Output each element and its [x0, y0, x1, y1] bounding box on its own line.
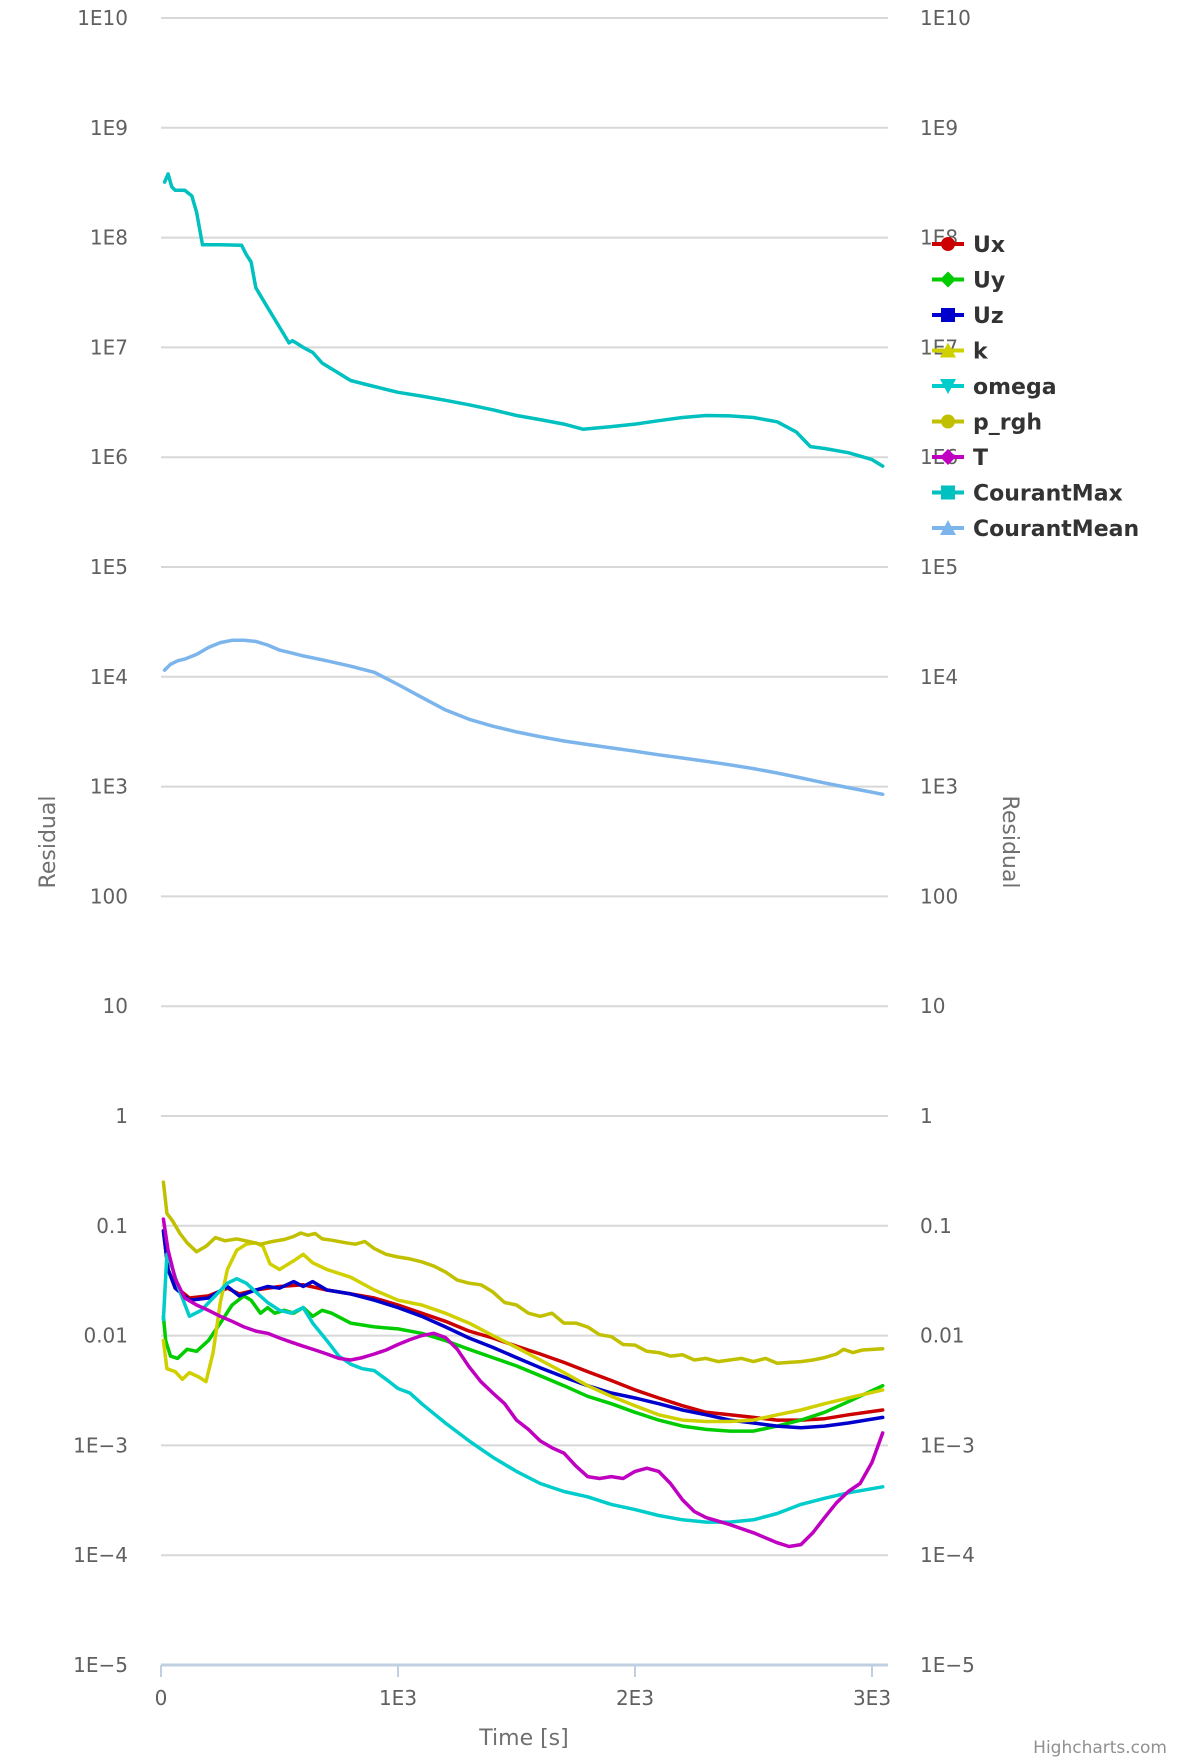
- y-tick-label-left: 10: [103, 994, 128, 1018]
- y-tick-label-left: 1E10: [77, 6, 128, 30]
- legend-item-uy[interactable]: Uy: [932, 269, 1005, 294]
- legend-marker-triangle-icon: [940, 342, 956, 358]
- legend-marker-diamond-icon: [940, 271, 956, 288]
- y-tick-label-right: 0.1: [920, 1214, 952, 1238]
- y-tick-label-right: 1E−5: [920, 1653, 975, 1677]
- legend-label: Ux: [973, 233, 1005, 258]
- y-tick-label-left: 0.1: [96, 1214, 128, 1238]
- legend-marker-circle-icon: [941, 414, 955, 429]
- series-line-uy[interactable]: [161, 1294, 885, 1433]
- y-axis-left: 1E10 1E9 1E8 1E7 1E6 1E5 1E4 1E3 100 10 1 0.1 0.01 1E…: [73, 6, 128, 1677]
- y-tick-label-right: 100: [920, 884, 958, 908]
- legend-label: CourantMax: [973, 482, 1123, 507]
- legend-label: Uy: [973, 269, 1005, 294]
- y-tick-label-right: 1E9: [920, 116, 958, 140]
- x-tick-label: 0: [155, 1686, 168, 1710]
- legend-marker-square-icon: [941, 485, 955, 500]
- y-tick-label-right: 1: [920, 1104, 933, 1128]
- series-line-courantmean[interactable]: [162, 638, 885, 797]
- legend-label: omega: [973, 375, 1057, 400]
- x-tick-label: 3E3: [853, 1686, 891, 1710]
- series-line-k[interactable]: [161, 1241, 885, 1424]
- y-tick-label-right: 1E5: [920, 555, 958, 579]
- legend-marker-square-icon: [941, 308, 955, 322]
- y-tick-label-left: 1E4: [90, 665, 128, 689]
- series-group: [161, 172, 885, 1549]
- legend-marker-triangle-icon: [940, 520, 956, 535]
- x-tick-label: 1E3: [379, 1686, 417, 1710]
- y-axis-right: 1E101E91E81E71E61E51E41E31001010.10.011E…: [920, 6, 975, 1677]
- y-tick-label-left: 1E8: [90, 226, 128, 250]
- y-tick-label-left: 1E5: [90, 555, 128, 579]
- legend-item-omega[interactable]: omega: [932, 375, 1057, 400]
- series-line-uz[interactable]: [161, 1229, 885, 1430]
- credits-link[interactable]: Highcharts.com: [1033, 1738, 1167, 1758]
- series-line-courantmax[interactable]: [162, 172, 885, 468]
- y-tick-label-right: 10: [920, 994, 945, 1018]
- legend-item-uz[interactable]: Uz: [932, 304, 1004, 329]
- y-tick-label-left: 0.01: [83, 1324, 128, 1348]
- y-axis-title-left: Residual: [36, 796, 61, 889]
- y-tick-label-right: 1E−4: [920, 1543, 975, 1567]
- legend-marker-circle-icon: [941, 237, 955, 251]
- legend-item-t[interactable]: T: [932, 446, 988, 471]
- y-tick-label-left: 1E7: [90, 335, 128, 359]
- legend: Ux Uy Uz k omega p_rgh T CourantMax CourantMean: [932, 233, 1139, 542]
- x-axis: 0 1E3 2E3 3E3: [155, 1663, 891, 1710]
- legend-item-ux[interactable]: Ux: [932, 233, 1005, 258]
- x-tick-label: 2E3: [616, 1686, 654, 1710]
- y-tick-label-right: 1E10: [920, 6, 971, 30]
- x-axis-title: Time [s]: [478, 1726, 568, 1751]
- legend-marker-diamond-icon: [940, 449, 956, 465]
- y-tick-label-left: 1: [115, 1104, 128, 1128]
- y-tick-label-left: 1E6: [90, 445, 128, 469]
- legend-item-courantmax[interactable]: CourantMax: [932, 482, 1123, 507]
- y-tick-label-left: 1E−5: [73, 1653, 128, 1677]
- series-line-p-rgh[interactable]: [161, 1180, 885, 1365]
- y-axis-title-right: Residual: [997, 796, 1022, 889]
- legend-label: k: [973, 340, 989, 365]
- y-tick-label-right: 1E3: [920, 775, 958, 799]
- y-tick-label-left: 1E9: [90, 116, 128, 140]
- y-tick-label-right: 0.01: [920, 1324, 965, 1348]
- y-tick-label-right: 1E4: [920, 665, 958, 689]
- legend-label: T: [973, 446, 988, 471]
- legend-item-p-rgh[interactable]: p_rgh: [932, 411, 1042, 436]
- y-tick-label-right: 1E−3: [920, 1433, 975, 1457]
- series-line-ux[interactable]: [161, 1229, 885, 1422]
- y-tick-label-left: 1E−4: [73, 1543, 128, 1567]
- legend-item-courantmean[interactable]: CourantMean: [932, 517, 1139, 542]
- series-line-t[interactable]: [161, 1217, 885, 1549]
- y-tick-label-left: 1E−3: [73, 1433, 128, 1457]
- legend-marker-triangle-down-icon: [940, 379, 956, 394]
- series-line-omega[interactable]: [161, 1252, 885, 1524]
- grid-lines: [161, 17, 888, 1557]
- y-tick-label-left: 100: [90, 884, 128, 908]
- legend-label: p_rgh: [973, 411, 1042, 436]
- legend-label: Uz: [973, 304, 1004, 329]
- legend-label: CourantMean: [973, 517, 1139, 542]
- y-tick-label-left: 1E3: [90, 775, 128, 799]
- legend-item-k[interactable]: k: [932, 340, 989, 365]
